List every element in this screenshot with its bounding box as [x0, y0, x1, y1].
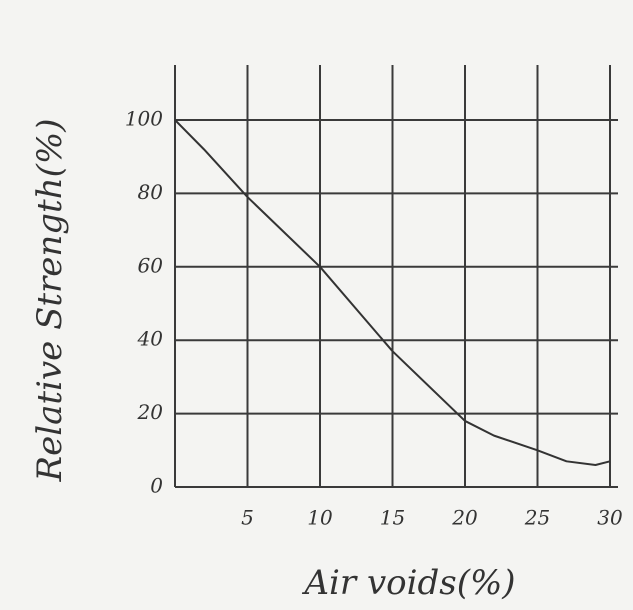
- x-tick-label: 15: [380, 506, 405, 530]
- y-axis-label: Relative Strength(%): [30, 119, 70, 483]
- x-tick-label: 10: [307, 506, 333, 530]
- y-tick-label: 80: [138, 180, 164, 204]
- chart: Relative Strength(%) Air voids(%) 0 20 40 6…: [0, 0, 633, 610]
- y-tick-label: 0: [150, 474, 163, 498]
- x-tick-label: 25: [524, 506, 550, 530]
- x-tick-label: 5: [241, 506, 254, 530]
- x-tick-label: 20: [451, 506, 478, 530]
- y-tick-label: 20: [137, 400, 164, 424]
- y-tick-label: 100: [125, 107, 163, 131]
- x-tick-label: 30: [597, 506, 623, 530]
- y-tick-label: 40: [137, 327, 164, 351]
- y-tick-label: 60: [138, 253, 164, 277]
- x-axis-label: Air voids(%): [301, 563, 515, 603]
